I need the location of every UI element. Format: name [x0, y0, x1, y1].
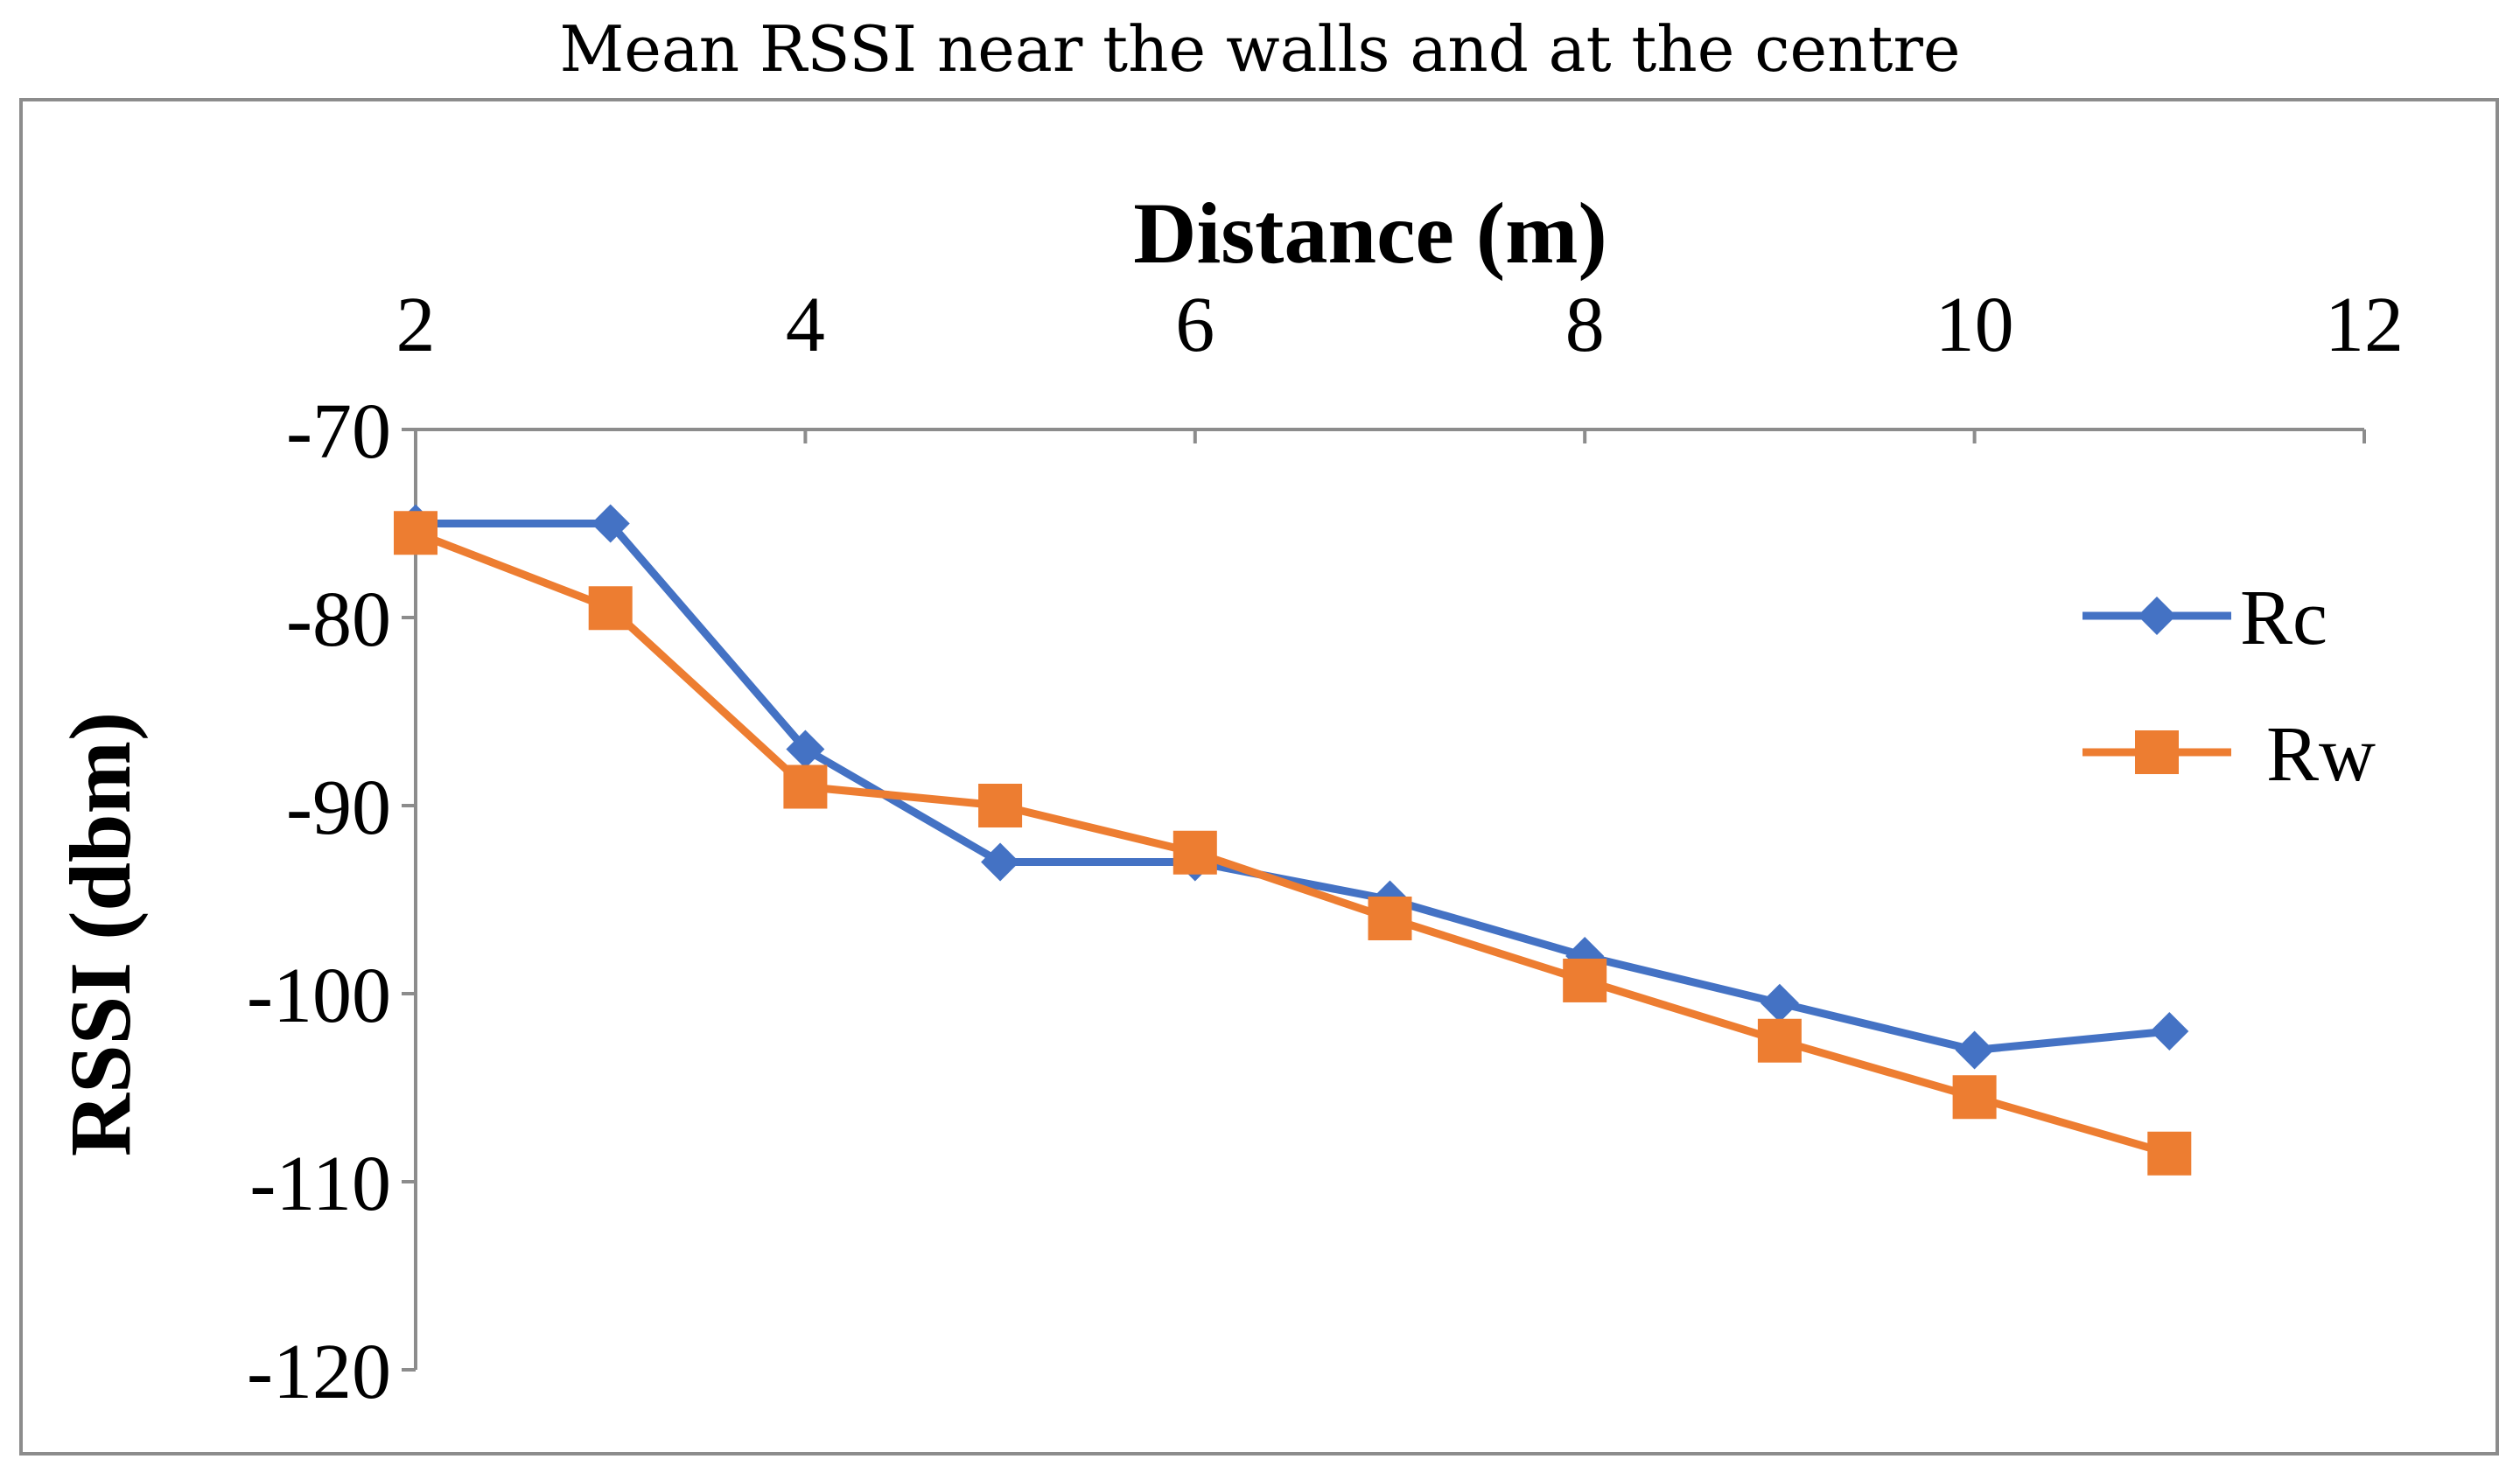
legend-label-rw: Rw — [2266, 711, 2376, 798]
series-line-rw — [414, 529, 2171, 1158]
data-point-rw — [1172, 830, 1217, 875]
y-tick-label: -100 — [247, 953, 391, 1039]
legend-label-rc: Rc — [2240, 575, 2328, 661]
series-line-rc — [416, 520, 2170, 1054]
data-point-rc — [591, 504, 630, 543]
data-point-rw — [2147, 1131, 2192, 1176]
chart-frame — [19, 98, 2499, 1456]
y-axis-title: RSSI (dbm) — [52, 712, 149, 1157]
x-tick-label: 8 — [1565, 282, 1605, 368]
x-axis-title: Distance (m) — [1133, 185, 1607, 282]
y-tick-label: -70 — [286, 388, 391, 475]
chart-axes: 2 4 6 8 10 12 -70 -80 -90 -100 -110 -120 — [247, 282, 2404, 1415]
data-point-rc — [1760, 983, 1799, 1023]
x-tick-label: 4 — [786, 282, 825, 368]
y-tick-label: -120 — [247, 1329, 391, 1415]
x-tick-label: 12 — [2325, 282, 2404, 368]
data-point-rw — [783, 764, 828, 809]
y-tick-label: -80 — [286, 576, 391, 663]
data-point-rc — [981, 842, 1020, 882]
data-point-rw — [978, 784, 1023, 827]
data-point-rw — [1563, 958, 1607, 1002]
data-point-rc — [1955, 1030, 1994, 1070]
data-point-rw — [588, 586, 633, 631]
x-tick-label: 2 — [396, 282, 436, 368]
chart-legend: Rc Rw — [2082, 575, 2376, 798]
x-tick-label: 10 — [1936, 282, 2014, 368]
data-point-rw — [1952, 1075, 1997, 1120]
data-point-rc — [786, 730, 825, 769]
y-tick-label: -90 — [286, 764, 391, 851]
chart-title: Mean RSSI near the walls and at the cent… — [559, 12, 1961, 86]
data-point-rw — [394, 511, 438, 555]
legend-marker-rc — [2138, 597, 2176, 635]
x-tick-label: 6 — [1175, 282, 1214, 368]
data-point-rw — [1368, 897, 1412, 940]
y-tick-label: -110 — [249, 1141, 391, 1227]
data-point-rc — [2150, 1012, 2189, 1051]
legend-marker-rw — [2135, 730, 2179, 774]
data-point-rw — [1757, 1018, 1802, 1063]
chart-series — [394, 504, 2192, 1176]
